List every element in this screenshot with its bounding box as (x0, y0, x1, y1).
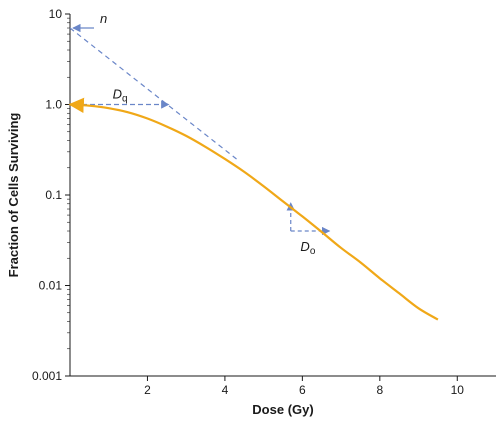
extrapolation-dashed-line (69, 27, 237, 160)
x-tick-label: 4 (222, 383, 229, 397)
x-axis-label: Dose (Gy) (252, 402, 313, 417)
tick-marks: 2 4 6 8 10 0.001 0.01 0.1 1.0 10 (32, 7, 464, 397)
dq-subscript: q (122, 94, 128, 105)
y-tick-label: 0.01 (39, 279, 63, 293)
series (68, 27, 439, 321)
annotations: n Dq Do (72, 11, 331, 257)
n-label: n (100, 11, 107, 26)
dq-label: Dq (113, 87, 128, 105)
do-label: Do (300, 239, 315, 257)
x-tick-label: 10 (451, 383, 465, 397)
x-tick-label: 2 (144, 383, 151, 397)
do-subscript: o (310, 246, 316, 257)
y-axis-label: Fraction of Cells Surviving (6, 113, 21, 278)
x-tick-label: 6 (299, 383, 306, 397)
y-tick-label: 0.1 (45, 188, 62, 202)
y-tick-label: 0.001 (32, 369, 62, 383)
y-tick-label: 10 (49, 7, 63, 21)
x-tick-label: 8 (376, 383, 383, 397)
axes (69, 14, 496, 377)
y-tick-label: 1.0 (45, 98, 62, 112)
survival-curve-line (68, 97, 439, 321)
